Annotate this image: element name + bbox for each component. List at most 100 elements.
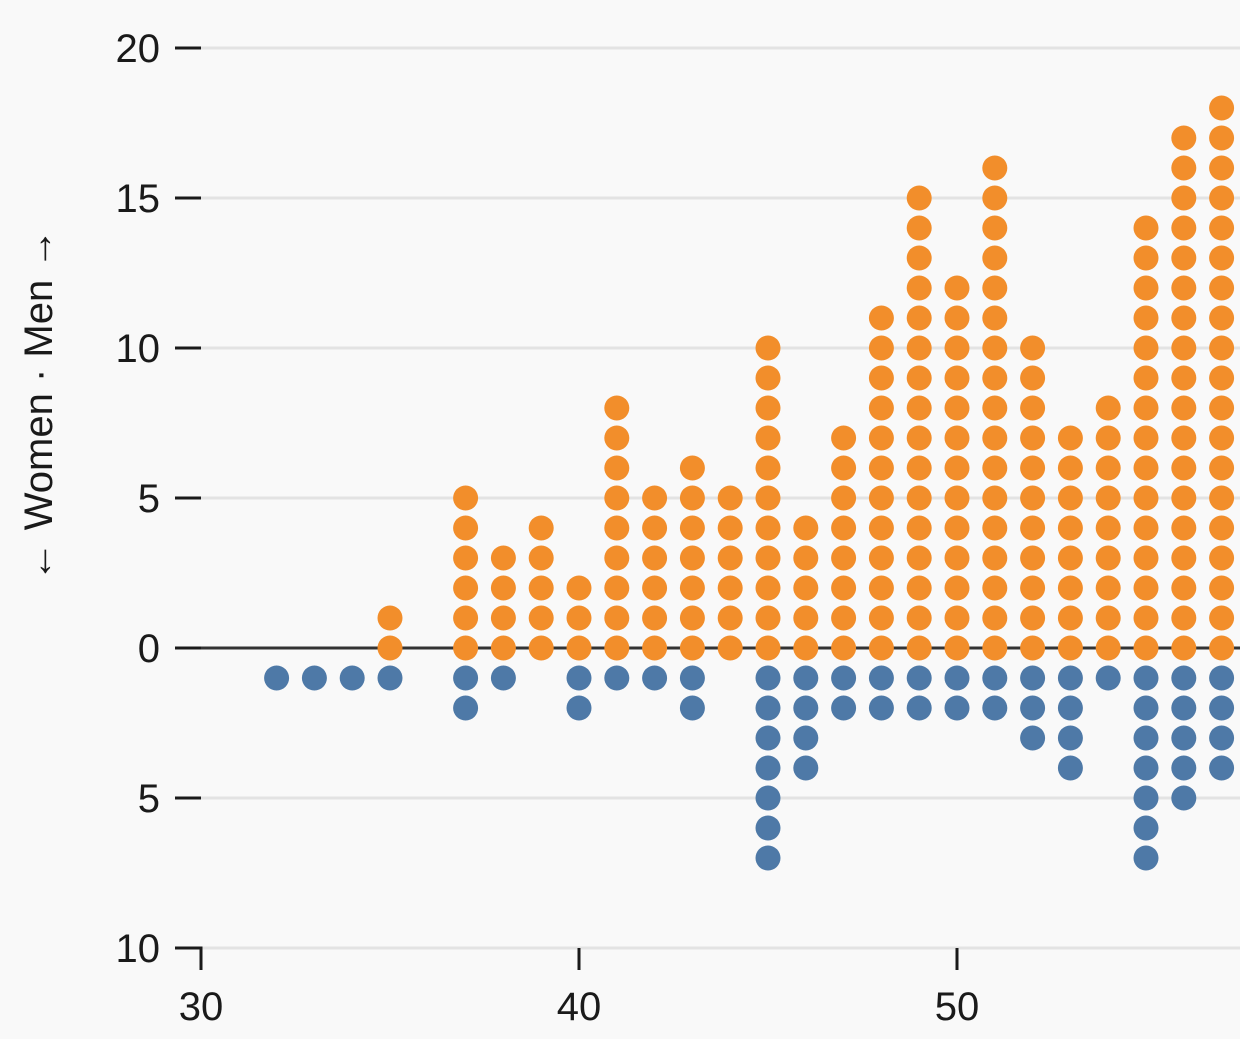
men-dot: [906, 605, 932, 631]
x-tick-label: 50: [935, 985, 980, 1029]
x-tick-label: 40: [557, 985, 602, 1029]
men-dot: [566, 635, 592, 661]
women-dot: [1133, 695, 1159, 721]
men-dot: [1171, 485, 1197, 511]
men-dot: [453, 485, 479, 511]
men-dot: [982, 365, 1008, 391]
women-dot: [1209, 725, 1235, 751]
men-dot: [982, 395, 1008, 421]
women-dot: [755, 785, 781, 811]
men-dot: [982, 515, 1008, 541]
men-dot: [944, 395, 970, 421]
men-dot: [1020, 395, 1046, 421]
men-dot: [1095, 425, 1121, 451]
men-dot: [868, 335, 894, 361]
women-dot: [831, 695, 857, 721]
women-dot: [1057, 665, 1083, 691]
men-dot: [453, 635, 479, 661]
men-dot: [944, 545, 970, 571]
women-dot: [1171, 695, 1197, 721]
men-dot: [906, 425, 932, 451]
men-dot: [868, 635, 894, 661]
men-dot: [642, 515, 668, 541]
men-dot: [1209, 275, 1235, 301]
men-dot: [982, 485, 1008, 511]
y-tick-label: 5: [138, 777, 160, 821]
women-dot: [793, 695, 819, 721]
women-dot: [868, 695, 894, 721]
men-dot: [1209, 485, 1235, 511]
women-dot: [1133, 725, 1159, 751]
y-tick-label: 20: [116, 27, 161, 71]
men-dot: [1020, 635, 1046, 661]
men-dot: [982, 275, 1008, 301]
men-dot: [1095, 485, 1121, 511]
men-dot: [755, 575, 781, 601]
men-dot: [1209, 185, 1235, 211]
women-dot: [1209, 665, 1235, 691]
men-dot: [982, 215, 1008, 241]
men-dot: [642, 485, 668, 511]
men-dot: [1095, 515, 1121, 541]
x-axis: 30 40 50: [179, 946, 980, 1029]
men-dot: [642, 605, 668, 631]
women-dot: [906, 665, 932, 691]
men-dot: [1171, 215, 1197, 241]
men-dot: [1171, 335, 1197, 361]
men-dot: [831, 425, 857, 451]
men-dot: [868, 365, 894, 391]
men-dot: [793, 545, 819, 571]
women-dot: [831, 665, 857, 691]
men-dot: [1171, 395, 1197, 421]
men-dot: [604, 515, 630, 541]
men-dot: [944, 335, 970, 361]
men-dot: [1209, 245, 1235, 271]
men-dot: [1057, 575, 1083, 601]
men-dot: [1020, 425, 1046, 451]
men-dot: [604, 395, 630, 421]
men-dot: [1171, 245, 1197, 271]
women-dot: [490, 665, 516, 691]
men-dot: [755, 365, 781, 391]
women-dot: [1209, 695, 1235, 721]
women-dot: [1133, 665, 1159, 691]
women-dot: [1133, 815, 1159, 841]
men-dot: [717, 485, 743, 511]
men-dot: [679, 515, 705, 541]
men-dot: [377, 605, 403, 631]
men-dot: [717, 545, 743, 571]
men-dot: [490, 575, 516, 601]
men-dot: [1171, 365, 1197, 391]
men-dot: [868, 305, 894, 331]
men-dot: [642, 575, 668, 601]
men-dot: [1095, 455, 1121, 481]
women-dot: [1133, 755, 1159, 781]
men-dot: [1095, 395, 1121, 421]
men-dot: [1020, 575, 1046, 601]
men-dot: [906, 545, 932, 571]
women-dot: [755, 755, 781, 781]
women-dot: [453, 695, 479, 721]
men-dot: [982, 605, 1008, 631]
men-dot: [679, 455, 705, 481]
women-dot: [377, 665, 403, 691]
women-dot: [1020, 725, 1046, 751]
men-dot: [755, 515, 781, 541]
men-dot: [604, 485, 630, 511]
men-dot: [1057, 515, 1083, 541]
women-dot: [1057, 725, 1083, 751]
men-dot: [490, 605, 516, 631]
women-dot: [679, 665, 705, 691]
men-dot: [528, 575, 554, 601]
men-dot: [944, 275, 970, 301]
men-dot: [944, 305, 970, 331]
women-dot: [755, 815, 781, 841]
women-dot: [1133, 785, 1159, 811]
men-dot: [906, 305, 932, 331]
men-dot: [906, 245, 932, 271]
men-dot: [1209, 215, 1235, 241]
women-dot: [793, 725, 819, 751]
men-dot: [906, 395, 932, 421]
men-dot: [944, 605, 970, 631]
men-dot: [1209, 395, 1235, 421]
